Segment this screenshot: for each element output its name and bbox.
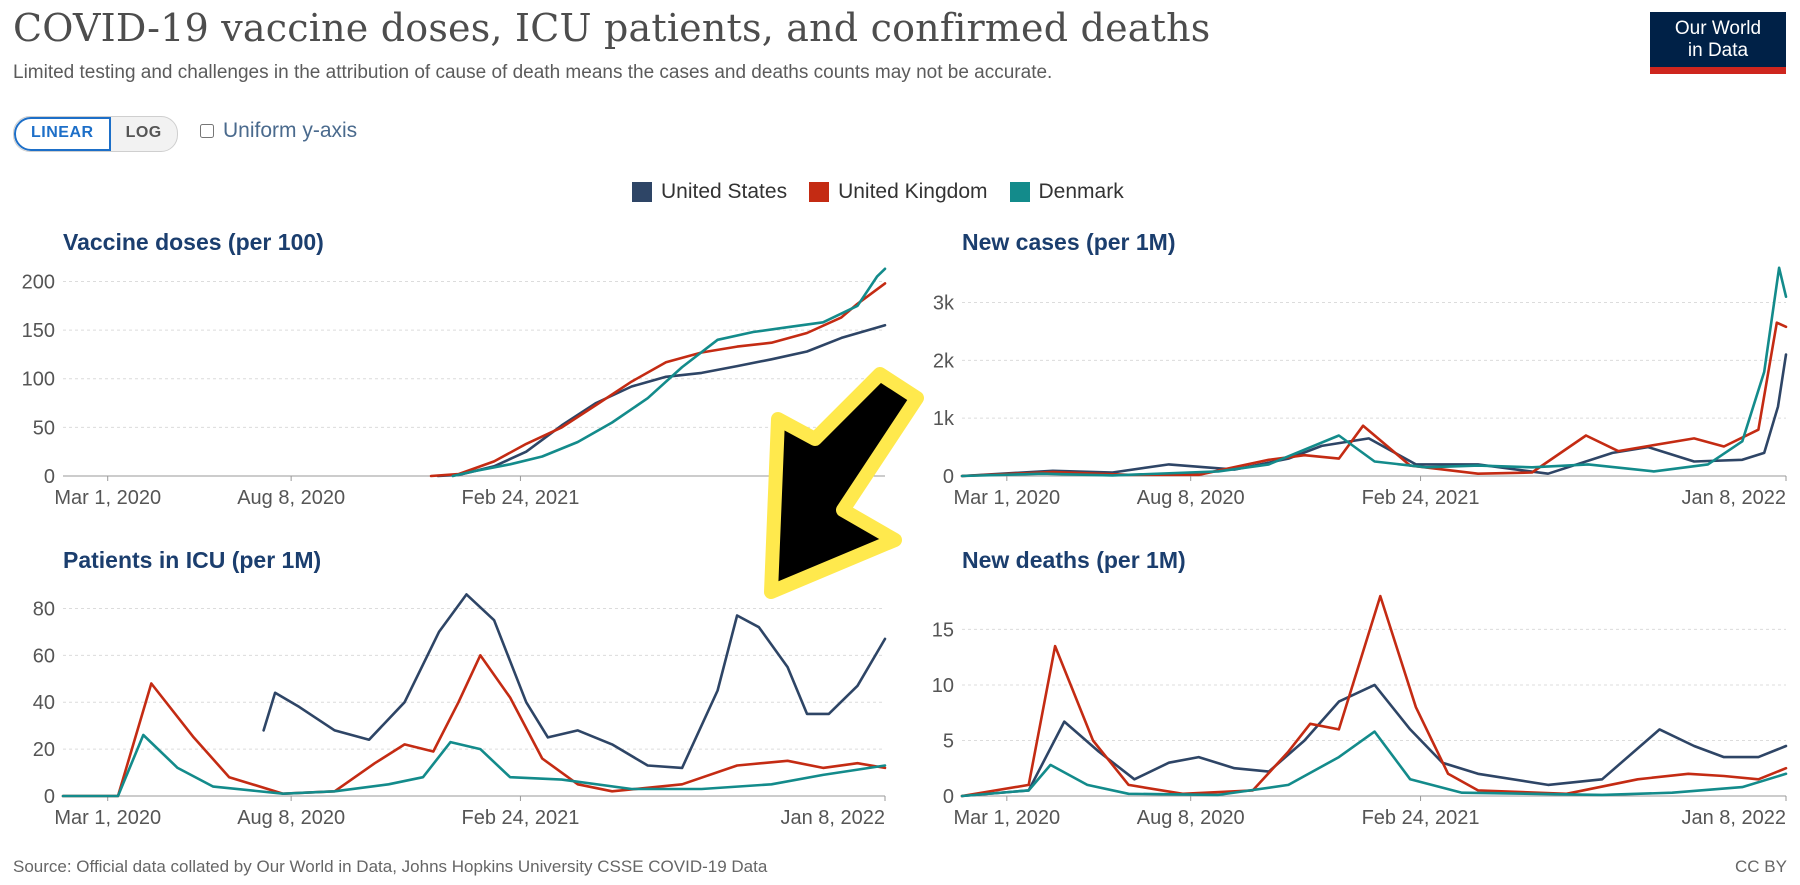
- series-line-united-kingdom: [960, 321, 1788, 478]
- legend-item-united-states[interactable]: United States: [632, 180, 787, 204]
- series-line-united-kingdom: [429, 282, 887, 478]
- y-tick-label: 5: [943, 730, 954, 752]
- x-tick-label: Mar 1, 2020: [54, 487, 161, 509]
- y-tick-label: 200: [22, 271, 55, 293]
- series-line-denmark: [960, 266, 1788, 478]
- x-tick-label: Mar 1, 2020: [54, 807, 161, 829]
- series-line-denmark: [61, 733, 887, 798]
- series-line-united-kingdom: [960, 594, 1788, 798]
- series-line-united-states: [436, 323, 887, 478]
- x-tick-label: Aug 8, 2020: [237, 807, 345, 829]
- legend-swatch: [809, 182, 830, 202]
- chart-subtitle: Limited testing and challenges in the at…: [13, 62, 1053, 83]
- legend: United States United Kingdom Denmark: [632, 180, 1124, 204]
- y-tick-label: 60: [33, 645, 55, 667]
- x-tick-label: Jan 8, 2022: [780, 807, 885, 829]
- log-button[interactable]: LOG: [125, 124, 162, 141]
- y-tick-label: 3k: [933, 292, 955, 314]
- legend-item-united-kingdom[interactable]: United Kingdom: [809, 180, 988, 204]
- x-tick-label: Jan 8, 2022: [1681, 807, 1786, 829]
- y-tick-label: 20: [33, 739, 55, 761]
- y-tick-label: 0: [943, 466, 954, 488]
- x-tick-label: Aug 8, 2020: [1137, 807, 1245, 829]
- x-tick-label: Feb 24, 2021: [1362, 807, 1480, 829]
- series-line-denmark: [960, 730, 1788, 798]
- x-tick-label: Mar 1, 2020: [953, 487, 1060, 509]
- logo-line-1: Our World: [1674, 18, 1762, 39]
- y-tick-label: 2k: [933, 350, 955, 372]
- y-tick-label: 1k: [933, 408, 955, 430]
- legend-swatch: [1009, 182, 1030, 202]
- owid-logo[interactable]: Our World in Data: [1650, 12, 1786, 74]
- y-tick-label: 80: [33, 598, 55, 620]
- y-tick-label: 0: [44, 466, 55, 488]
- x-tick-label: Feb 24, 2021: [461, 487, 579, 509]
- x-tick-label: Mar 1, 2020: [953, 807, 1060, 829]
- scale-toggle: LINEAR LOG: [13, 116, 178, 152]
- legend-label: Denmark: [1038, 180, 1124, 203]
- x-tick-label: Feb 24, 2021: [461, 807, 579, 829]
- linear-button[interactable]: LINEAR: [14, 117, 111, 151]
- panel-title-new-deaths: New deaths (per 1M): [962, 547, 1186, 573]
- y-tick-label: 15: [932, 619, 954, 641]
- annotation-arrow-icon: [764, 367, 924, 599]
- panel-title-icu-patients: Patients in ICU (per 1M): [63, 547, 322, 573]
- series-line-united-states: [960, 683, 1788, 798]
- y-tick-label: 100: [22, 369, 55, 391]
- panel-title-vaccine-doses: Vaccine doses (per 100): [63, 229, 324, 255]
- y-tick-label: 0: [943, 786, 954, 808]
- legend-swatch: [632, 182, 652, 202]
- legend-item-denmark[interactable]: Denmark: [1009, 180, 1124, 204]
- y-tick-label: 40: [33, 692, 55, 714]
- x-tick-label: Aug 8, 2020: [237, 487, 345, 509]
- y-tick-label: 150: [22, 320, 55, 342]
- series-line-denmark: [451, 267, 887, 478]
- y-tick-label: 0: [44, 786, 55, 808]
- x-tick-label: Feb 24, 2021: [1362, 487, 1480, 509]
- source-note: Source: Official data collated by Our Wo…: [13, 857, 768, 876]
- panel-title-new-cases: New cases (per 1M): [962, 229, 1176, 255]
- y-tick-label: 10: [932, 675, 954, 697]
- uniform-y-axis-checkbox[interactable]: [200, 124, 214, 138]
- y-tick-label: 50: [33, 417, 55, 439]
- legend-label: United States: [661, 180, 788, 203]
- series-line-united-states: [262, 593, 887, 770]
- uniform-y-axis-label: Uniform y-axis: [223, 119, 358, 142]
- legend-label: United Kingdom: [838, 180, 988, 203]
- license-note: CC BY: [1735, 857, 1787, 876]
- series-line-united-kingdom: [61, 653, 887, 798]
- series-line-united-states: [960, 353, 1788, 478]
- uniform-y-axis-toggle[interactable]: Uniform y-axis: [200, 119, 357, 143]
- x-tick-label: Jan 8, 2022: [1681, 487, 1786, 509]
- logo-line-2: in Data: [1687, 40, 1749, 61]
- chart-title: COVID-19 vaccine doses, ICU patients, an…: [13, 6, 1211, 50]
- x-tick-label: Aug 8, 2020: [1137, 487, 1245, 509]
